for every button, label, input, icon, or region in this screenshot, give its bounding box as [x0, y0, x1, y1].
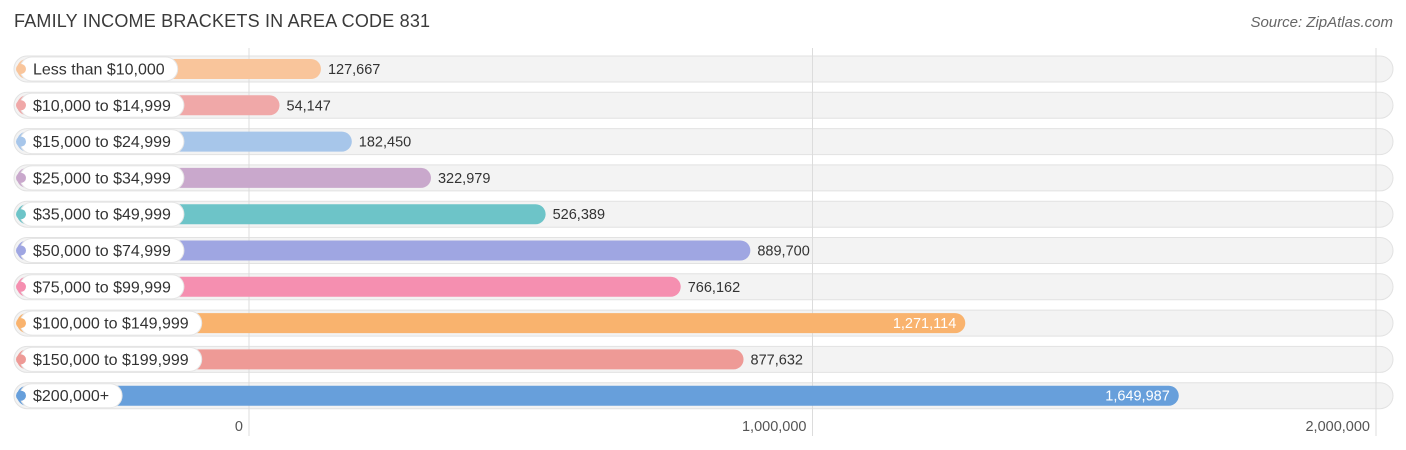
- bar-chart: Less than $10,000 127,667 $10,000 to $14,9…: [0, 0, 1406, 450]
- category-label: $150,000 to $199,999: [33, 352, 189, 369]
- category-label: $15,000 to $24,999: [33, 134, 171, 151]
- value-label: 322,979: [438, 171, 490, 187]
- value-label: 127,667: [328, 62, 380, 78]
- value-label: 766,162: [688, 280, 740, 296]
- value-label: 889,700: [757, 244, 809, 260]
- chart-root: FAMILY INCOME BRACKETS IN AREA CODE 831 …: [0, 0, 1406, 450]
- x-tick-label: 1,000,000: [742, 419, 807, 435]
- category-swatch: [16, 354, 26, 364]
- value-label: 1,271,114: [893, 316, 956, 332]
- category-label: Less than $10,000: [33, 62, 165, 79]
- category-label: $35,000 to $49,999: [33, 207, 171, 224]
- category-label: $100,000 to $149,999: [33, 316, 189, 333]
- bar: [17, 386, 1179, 406]
- category-swatch: [16, 282, 26, 292]
- value-label: 526,389: [553, 207, 605, 223]
- x-tick-label: 2,000,000: [1305, 419, 1370, 435]
- category-swatch: [16, 100, 26, 110]
- category-swatch: [16, 209, 26, 219]
- value-label: 182,450: [359, 135, 411, 151]
- category-swatch: [16, 137, 26, 147]
- category-label: $200,000+: [33, 388, 109, 405]
- category-swatch: [16, 246, 26, 256]
- category-swatch: [16, 173, 26, 183]
- category-swatch: [16, 391, 26, 401]
- x-axis: 0 1,000,000 2,000,000: [235, 419, 1370, 435]
- value-label: 1,649,987: [1105, 389, 1170, 405]
- category-label: $25,000 to $34,999: [33, 170, 171, 187]
- category-swatch: [16, 64, 26, 74]
- category-label: $50,000 to $74,999: [33, 243, 171, 260]
- value-label: 54,147: [287, 98, 331, 114]
- category-label: $10,000 to $14,999: [33, 98, 171, 115]
- category-swatch: [16, 318, 26, 328]
- x-tick-label: 0: [235, 419, 243, 435]
- value-label: 877,632: [751, 352, 803, 368]
- category-label: $75,000 to $99,999: [33, 279, 171, 296]
